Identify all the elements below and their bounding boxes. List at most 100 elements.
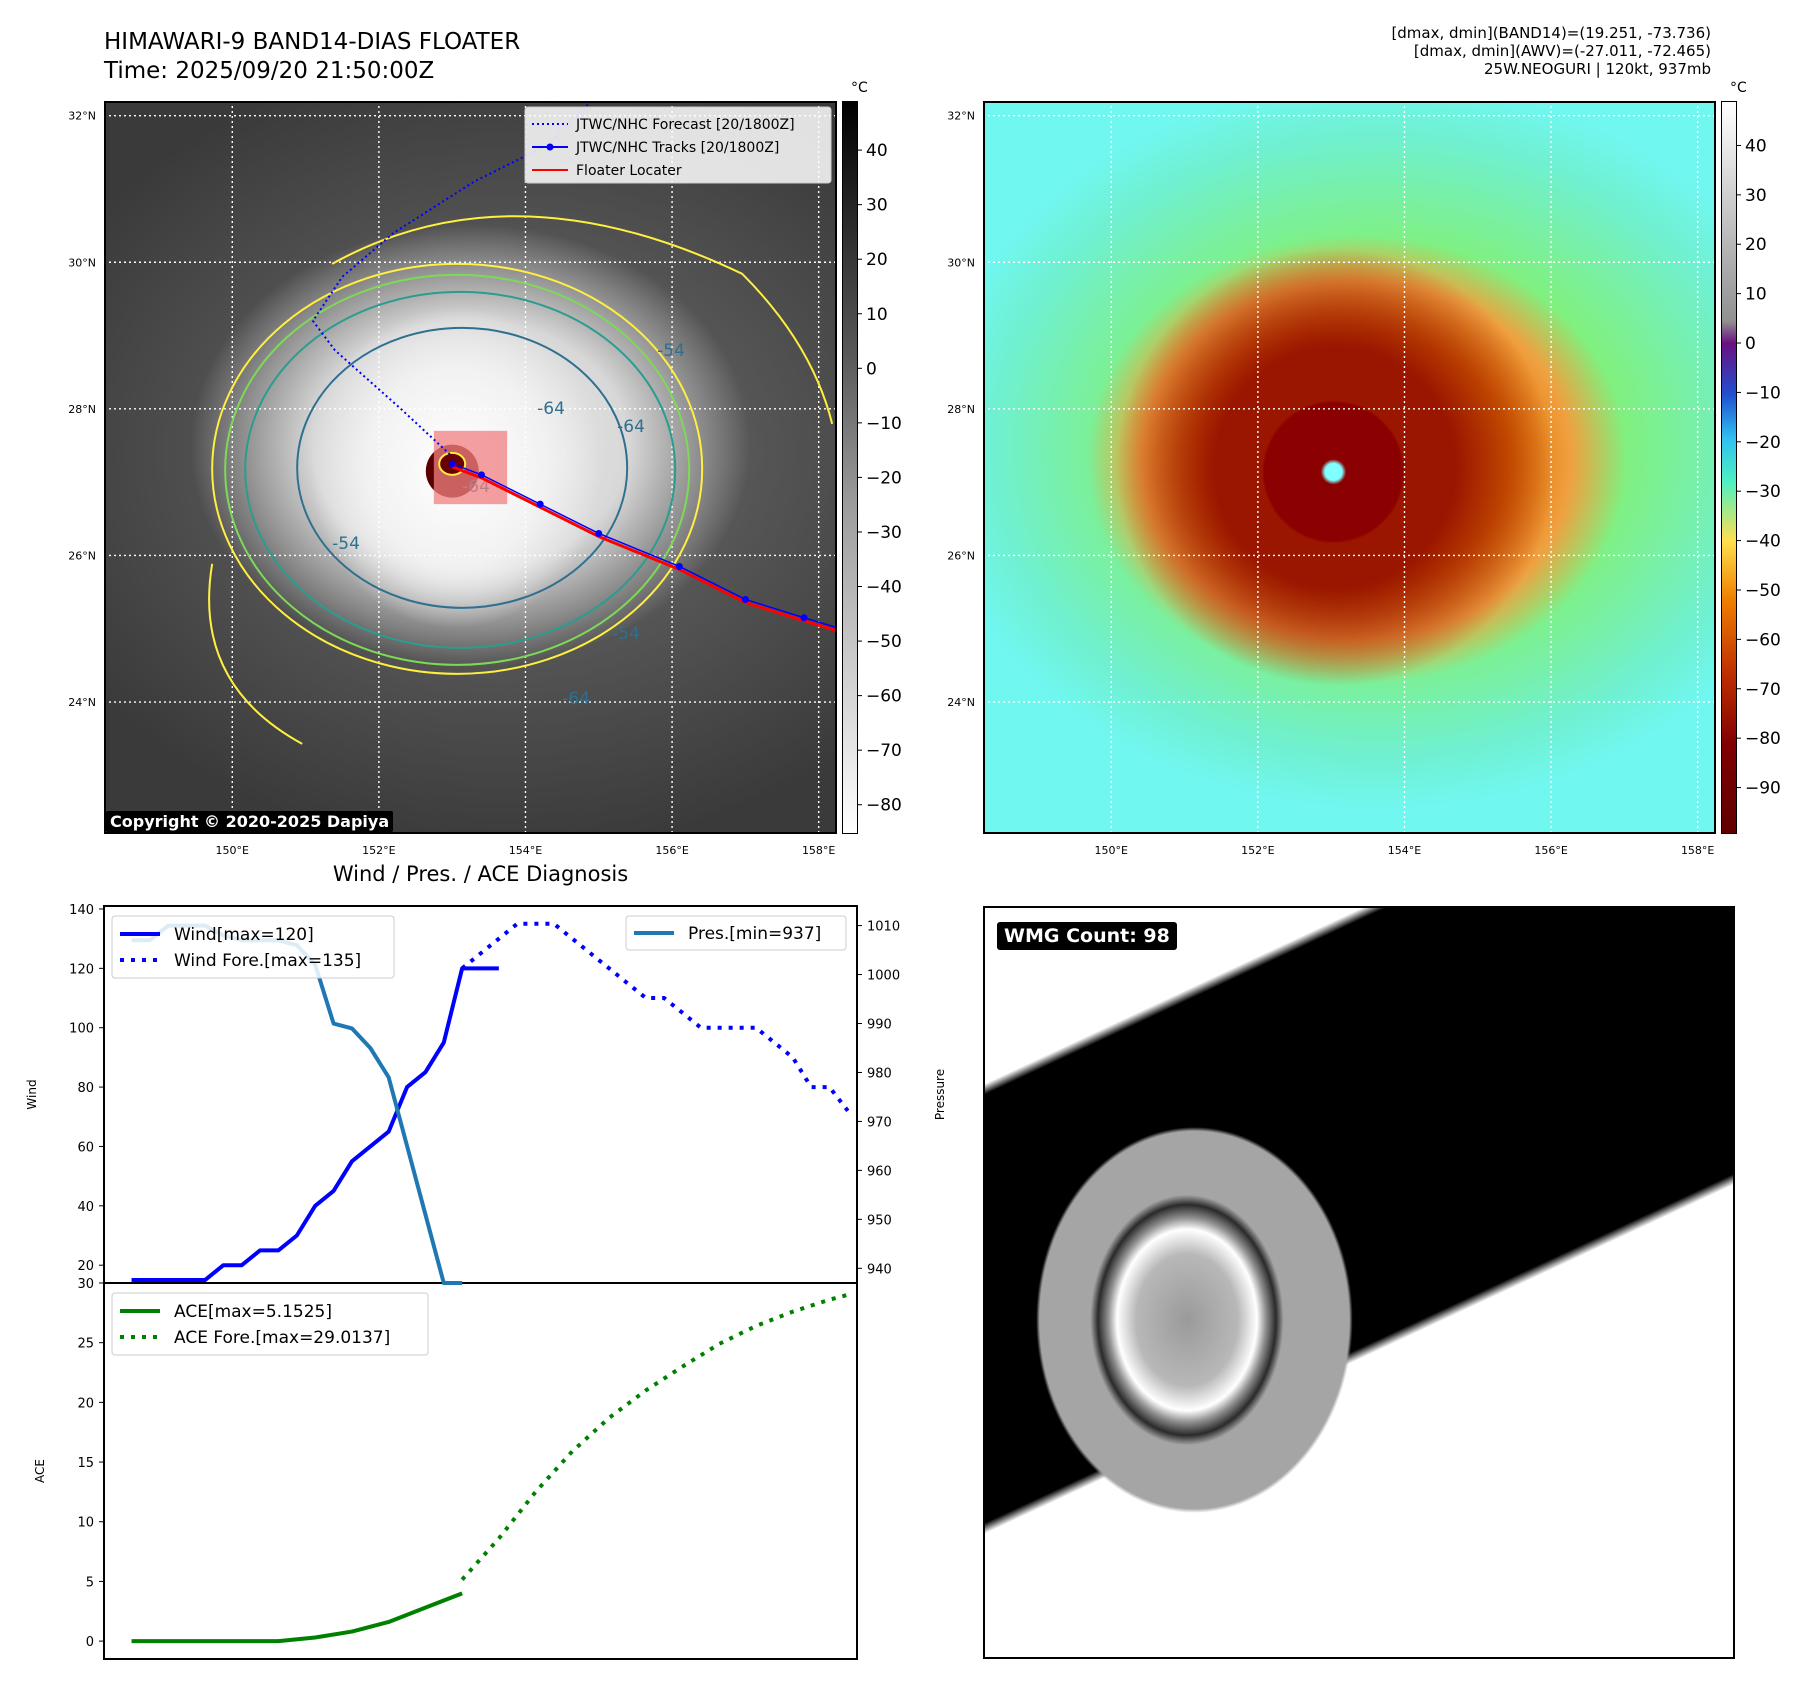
diagnosis-title: Wind / Pres. / ACE Diagnosis: [332, 862, 629, 886]
colorbar-tick-label: −40: [1745, 532, 1781, 552]
map-legend-entry: Floater Locater: [576, 163, 682, 179]
colorbar-tick-label: 10: [1745, 285, 1767, 305]
contour-spiral: [208, 563, 303, 745]
lon-tick-label: 150°E: [1095, 844, 1128, 857]
series-line: [460, 1292, 849, 1581]
map-legend-entry: JTWC/NHC Forecast [20/1800Z]: [575, 117, 795, 133]
lon-tick-label: 158°E: [1681, 844, 1714, 857]
colorbar-tick-label: 20: [866, 250, 888, 270]
lon-tick-label: 156°E: [655, 844, 688, 857]
lon-tick-label: 152°E: [362, 844, 395, 857]
best-track-point: [595, 529, 603, 537]
colorbar-color: [1721, 101, 1737, 834]
y-tick-label: 100: [69, 1022, 94, 1037]
ace-legend: ACE[max=5.1525] ACE Fore.[max=29.0137]: [111, 1292, 429, 1356]
y-tick-label: 60: [77, 1140, 94, 1155]
map-legend-entry: JTWC/NHC Tracks [20/1800Z]: [575, 140, 779, 156]
info-line-3: 25W.NEOGURI | 120kt, 937mb: [1483, 60, 1711, 78]
series-line: [131, 1591, 463, 1644]
pressure-legend: Pres.[min=937]: [625, 915, 847, 951]
pressure-axis-label: Pressure: [933, 1069, 947, 1120]
series-line: [460, 921, 850, 1113]
y-tick-label: 5: [86, 1575, 94, 1590]
colorbar-tick-label: 40: [1745, 136, 1767, 156]
colorbar-tick-label: −90: [1745, 779, 1781, 799]
y-tick-label: 30: [77, 1277, 94, 1292]
wind-axis-label: Wind: [25, 1079, 39, 1109]
best-track-point: [675, 562, 683, 570]
colorbar-tick-label: 10: [866, 305, 888, 325]
y2-tick-label: 1010: [867, 920, 900, 935]
y-tick-label: 10: [77, 1516, 94, 1531]
y-tick-label: 20: [77, 1396, 94, 1411]
best-track-point: [448, 460, 456, 468]
contour-label: -64: [562, 689, 590, 709]
info-line-1: [dmax, dmin](BAND14)=(19.251, -73.736): [1391, 24, 1711, 42]
lat-tick-label: 24°N: [68, 696, 96, 709]
info-line-2: [dmax, dmin](AWV)=(-27.011, -72.465): [1413, 42, 1711, 60]
colorbar-tick-label: −80: [1745, 729, 1781, 749]
y-tick-label: 15: [77, 1456, 94, 1471]
lat-tick-label: 30°N: [947, 256, 975, 269]
y2-tick-label: 960: [867, 1164, 892, 1179]
best-track-point: [800, 614, 808, 622]
colorbar-tick-label: −30: [1745, 482, 1781, 502]
lon-tick-label: 158°E: [802, 844, 835, 857]
legend-entry: Wind[max=120]: [174, 925, 314, 945]
contour-label: -54: [332, 534, 360, 554]
colorbar-tick-label: −40: [866, 578, 902, 598]
legend-entry: ACE Fore.[max=29.0137]: [174, 1328, 390, 1348]
y2-tick-label: 940: [867, 1262, 892, 1277]
y-tick-label: 120: [69, 962, 94, 977]
contour-label: -64: [617, 417, 645, 437]
best-track-point: [741, 595, 749, 603]
colorbar-unit-left: °C: [851, 80, 868, 96]
lat-tick-label: 28°N: [68, 403, 96, 416]
legend-entry: ACE[max=5.1525]: [174, 1302, 332, 1322]
y2-tick-label: 1000: [867, 969, 900, 984]
lat-tick-label: 26°N: [947, 549, 975, 562]
series-line: [131, 966, 499, 1283]
forecast-track: [311, 103, 591, 458]
y-tick-label: 40: [77, 1200, 94, 1215]
map-overlay-right: [985, 103, 1714, 832]
contour-ring: [244, 290, 677, 649]
lat-tick-label: 30°N: [68, 256, 96, 269]
floater-locater-track: [451, 465, 835, 632]
contour-ring: [296, 326, 629, 609]
y-tick-label: 25: [77, 1337, 94, 1352]
colorbar-gray-ticks: 40 30 20 10 0 −10 −20 −30 −40 −50 −60 −70 −80: [857, 141, 902, 816]
y-tick-label: 140: [69, 903, 94, 918]
lon-tick-label: 154°E: [1388, 844, 1421, 857]
colorbar-color-ticks: 40 30 20 10 0 −10 −20 −30 −40 −50 −60 −70 −80 −90: [1736, 136, 1781, 799]
colorbar-tick-label: 0: [1745, 334, 1756, 354]
colorbar-tick-label: −50: [1745, 581, 1781, 601]
contour-label: -54: [612, 624, 640, 644]
colorbar-tick-label: −20: [866, 468, 902, 488]
y2-tick-label: 990: [867, 1018, 892, 1033]
colorbar-gray: [842, 101, 858, 834]
lon-tick-label: 156°E: [1534, 844, 1567, 857]
lon-tick-label: 150°E: [216, 844, 249, 857]
contour-label: -54: [657, 341, 685, 361]
colorbar-tick-label: −60: [1745, 630, 1781, 650]
best-track: [451, 463, 835, 628]
title-line-1: HIMAWARI-9 BAND14-DIAS FLOATER: [104, 29, 521, 55]
colorbar-tick-label: 0: [866, 359, 877, 379]
title-line-2: Time: 2025/09/20 21:50:00Z: [104, 58, 435, 84]
lon-tick-label: 154°E: [509, 844, 542, 857]
map-legend: JTWC/NHC Forecast [20/1800Z] JTWC/NHC Tra…: [524, 106, 832, 184]
colorbar-tick-label: −10: [866, 414, 902, 434]
contour-label: -64: [537, 399, 565, 419]
wmg-count-badge: WMG Count: 98: [997, 922, 1177, 950]
colorbar-tick-label: −20: [1745, 433, 1781, 453]
copyright-label: Copyright © 2020-2025 Dapiya: [106, 811, 394, 832]
colorbar-tick-label: −70: [1745, 680, 1781, 700]
colorbar-tick-label: −30: [866, 523, 902, 543]
colorbar-tick-label: −70: [866, 741, 902, 761]
y-tick-label: 20: [77, 1259, 94, 1274]
colorbar-tick-label: −10: [1745, 383, 1781, 403]
y-tick-label: 80: [77, 1081, 94, 1096]
